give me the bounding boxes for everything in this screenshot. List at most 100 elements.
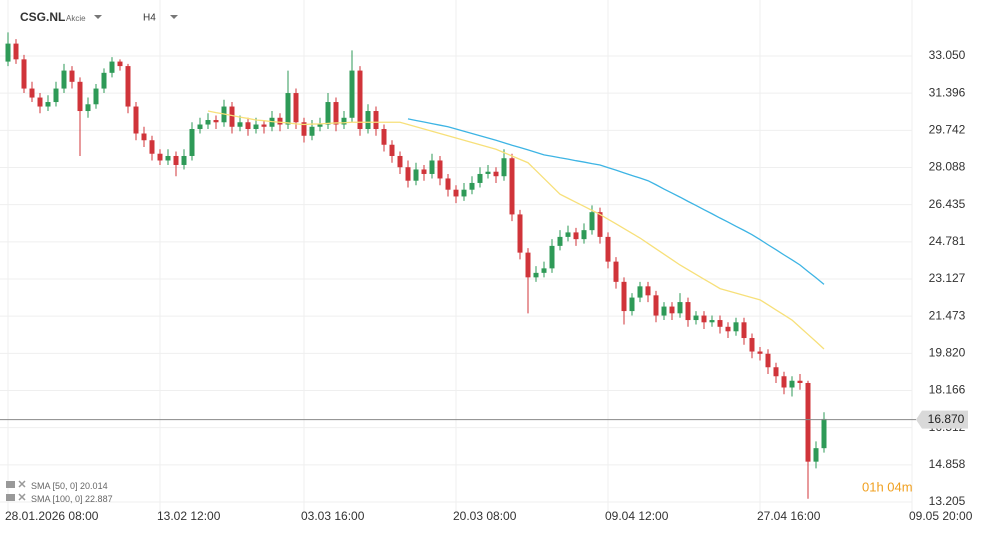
y-tick-label: 26.435: [929, 197, 966, 211]
candle-body: [109, 61, 115, 73]
candle-body: [261, 124, 267, 127]
candle-body: [157, 153, 163, 161]
candle-body: [645, 286, 651, 296]
candle-body: [197, 124, 203, 130]
candle-body: [61, 70, 67, 89]
x-tick-label: 03.03 16:00: [301, 509, 365, 523]
candle-body: [53, 88, 59, 103]
sma-line: [407, 118, 825, 285]
candle-body: [821, 418, 827, 449]
candle-body: [133, 106, 139, 134]
candle-body: [669, 306, 675, 314]
candle-body: [269, 117, 275, 127]
candle-body: [565, 232, 571, 237]
y-tick-label: 33.050: [929, 48, 966, 62]
last-price-box: [916, 410, 968, 429]
candle-body: [285, 93, 291, 125]
instrument-type: Akcie: [66, 14, 86, 23]
x-tick-label: 09.05 20:00: [909, 509, 973, 523]
candle-body: [605, 236, 611, 262]
candle-body: [573, 232, 579, 240]
candle-body: [29, 88, 35, 98]
candle-body: [589, 212, 595, 231]
candle-body: [389, 144, 395, 156]
candle-body: [757, 351, 763, 354]
candle-body: [317, 124, 323, 127]
candle-body: [277, 117, 283, 125]
candle-body: [709, 320, 715, 323]
y-tick-label: 31.396: [929, 85, 966, 99]
candle-body: [5, 43, 11, 62]
candle-body: [125, 66, 131, 107]
candle-body: [781, 376, 787, 388]
candle-body: [349, 70, 355, 118]
candle-body: [765, 353, 771, 368]
y-tick-label: 19.820: [929, 345, 966, 359]
candle-body: [381, 129, 387, 145]
last-price-label: 16.870: [928, 412, 965, 426]
x-tick-label: 28.01.2026 08:00: [5, 509, 99, 523]
sma-line: [207, 110, 825, 350]
symbol-dropdown[interactable]: [94, 15, 102, 19]
candle-body: [701, 315, 707, 323]
y-tick-label: 24.781: [929, 234, 966, 248]
candle-body: [749, 338, 755, 352]
legend-entry: SMA [50, 0] 20.014: [31, 481, 108, 491]
candle-body: [341, 117, 347, 125]
candle-body: [189, 129, 195, 156]
candle-body: [517, 214, 523, 253]
candle-body: [93, 88, 99, 105]
candle-body: [365, 111, 371, 130]
legend: SMA [50, 0] 20.014 SMA [100, 0] 22.887: [6, 480, 113, 504]
timeframe[interactable]: H4: [143, 13, 156, 24]
y-tick-label: 13.205: [929, 494, 966, 508]
candle-body: [253, 124, 259, 130]
legend-icon[interactable]: [6, 481, 15, 488]
y-tick-label: 21.473: [929, 308, 966, 322]
candle-body: [813, 448, 819, 462]
candle-body: [453, 189, 459, 197]
candle-body: [325, 102, 331, 125]
candle-body: [117, 61, 123, 67]
legend-remove[interactable]: [18, 480, 26, 488]
legend-entry: SMA [100, 0] 22.887: [31, 494, 113, 504]
candle-body: [597, 212, 603, 237]
candle-body: [725, 326, 731, 332]
timeframe-dropdown[interactable]: [170, 15, 178, 19]
y-tick-label: 14.858: [929, 457, 966, 471]
candle-body: [461, 189, 467, 197]
candle-body: [805, 382, 811, 462]
y-tick-label: 29.742: [929, 122, 966, 136]
candle-body: [445, 178, 451, 190]
y-tick-label: 18.166: [929, 383, 966, 397]
x-tick-label: 09.04 12:00: [605, 509, 669, 523]
legend-icon[interactable]: [6, 494, 15, 501]
candle-body: [429, 160, 435, 174]
candle-body: [213, 120, 219, 123]
candle-body: [37, 97, 43, 107]
candle-body: [677, 302, 683, 314]
candle-body: [437, 160, 443, 179]
symbol[interactable]: CSG.NL: [20, 10, 65, 24]
candle-body: [717, 320, 723, 327]
candle-body: [301, 122, 307, 136]
candle-body: [773, 367, 779, 377]
candle-body: [493, 171, 499, 177]
countdown: 01h 04m: [862, 479, 913, 494]
candle-body: [413, 169, 419, 181]
legend-remove[interactable]: [18, 493, 26, 501]
candle-body: [477, 173, 483, 183]
candle-body: [405, 167, 411, 181]
candle-body: [525, 252, 531, 278]
candle-body: [581, 230, 587, 240]
candle-body: [733, 322, 739, 332]
candle-body: [613, 261, 619, 282]
candle-body: [237, 122, 243, 127]
candle-body: [357, 70, 363, 130]
x-tick-label: 13.02 12:00: [157, 509, 221, 523]
candle-body: [557, 236, 563, 246]
candle-body: [205, 120, 211, 125]
candle-body: [149, 140, 155, 154]
